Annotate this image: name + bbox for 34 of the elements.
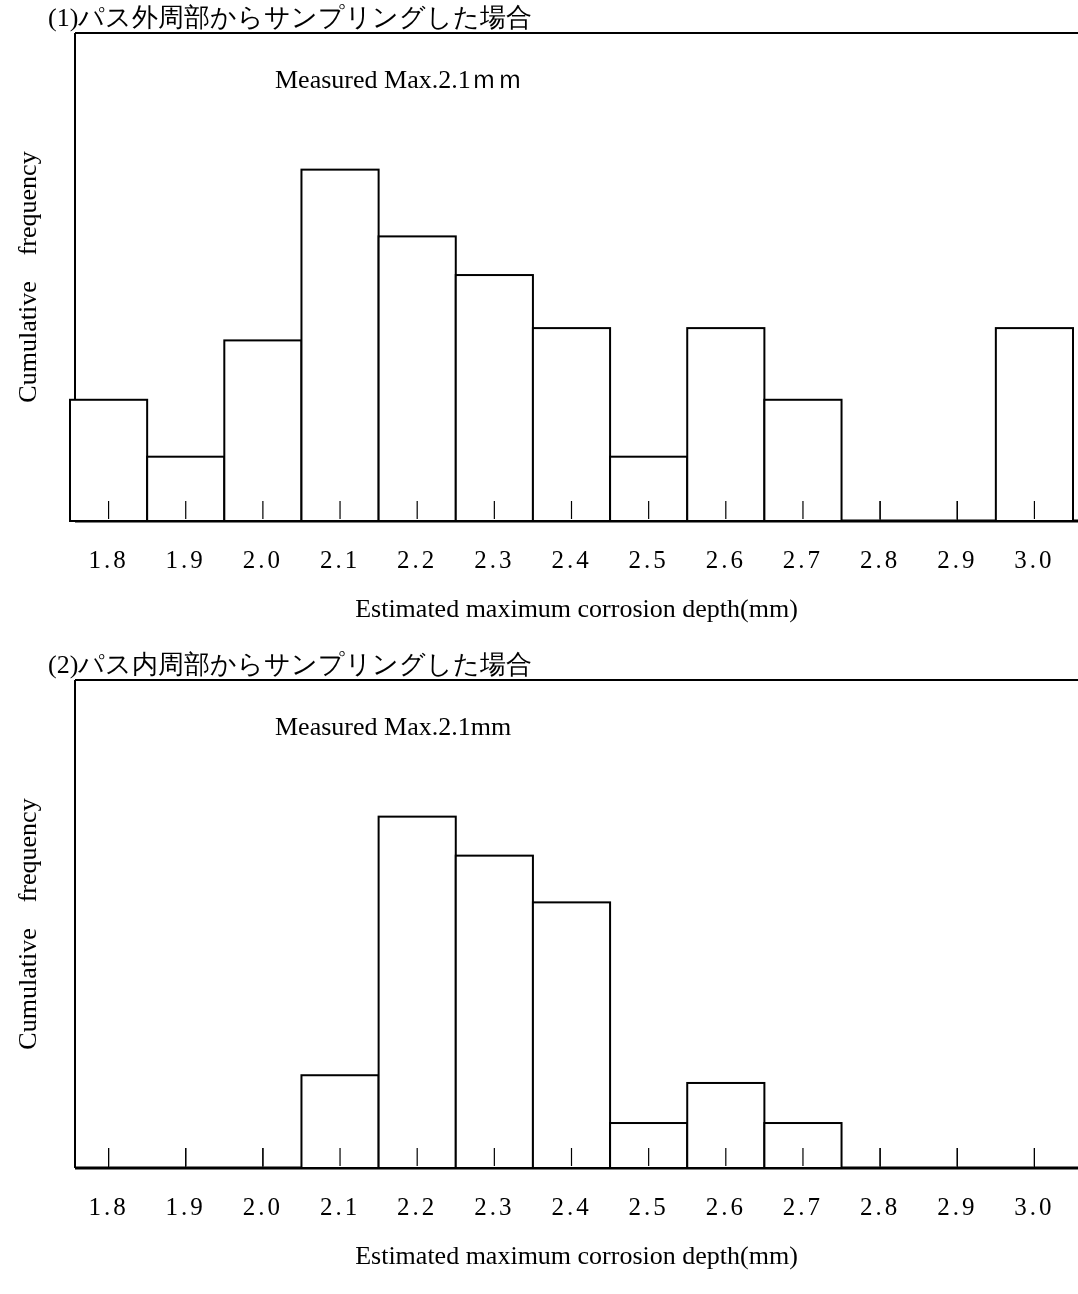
x-tick-label: 1.9 xyxy=(165,546,206,573)
x-tick-label: 2.8 xyxy=(859,1193,901,1220)
x-tick-label: 3.0 xyxy=(1014,546,1055,573)
x-tick-label: 2.3 xyxy=(474,546,515,573)
x-tick-label: 2.1 xyxy=(319,546,361,573)
chart-title: (2)パス内周部からサンプリングした場合 xyxy=(48,650,533,679)
y-axis-title: Cumulative frequency xyxy=(13,151,42,403)
x-tick-label: 2.1 xyxy=(319,1193,361,1220)
x-tick-label: 2.0 xyxy=(242,546,284,573)
x-tick-label: 2.5 xyxy=(628,1193,669,1220)
x-tick-label: 2.9 xyxy=(937,546,978,573)
x-tick-label: 2.7 xyxy=(782,1193,824,1220)
y-axis-title: Cumulative frequency xyxy=(13,798,42,1050)
text: Measured Max.2.1mm xyxy=(275,712,512,741)
x-tick-label: 2.3 xyxy=(474,1193,515,1220)
x-tick-label: 2.7 xyxy=(782,546,824,573)
x-tick-label: 2.6 xyxy=(705,546,746,573)
x-tick-label: 2.0 xyxy=(242,1193,284,1220)
text: Measured Max.2.1ｍｍ xyxy=(275,65,523,94)
x-tick-label: 2.2 xyxy=(397,1193,438,1220)
x-tick-label: 2.8 xyxy=(859,546,901,573)
x-tick-label: 2.9 xyxy=(937,1193,978,1220)
x-tick-label: 2.4 xyxy=(551,1193,592,1220)
x-tick-label: 2.4 xyxy=(551,546,592,573)
x-tick-label: 1.8 xyxy=(88,1193,129,1220)
x-tick-label: 3.0 xyxy=(1014,1193,1055,1220)
x-axis-title: Estimated maximum corrosion depth(mm) xyxy=(355,594,798,623)
x-tick-label: 2.2 xyxy=(397,546,438,573)
x-axis-title: Estimated maximum corrosion depth(mm) xyxy=(355,1241,798,1270)
chart-title: (1)パス外周部からサンプリングした場合 xyxy=(48,3,533,32)
x-tick-label: 2.5 xyxy=(628,546,669,573)
x-tick-label: 1.8 xyxy=(88,546,129,573)
x-tick-label: 1.9 xyxy=(165,1193,206,1220)
x-tick-label: 2.6 xyxy=(705,1193,746,1220)
